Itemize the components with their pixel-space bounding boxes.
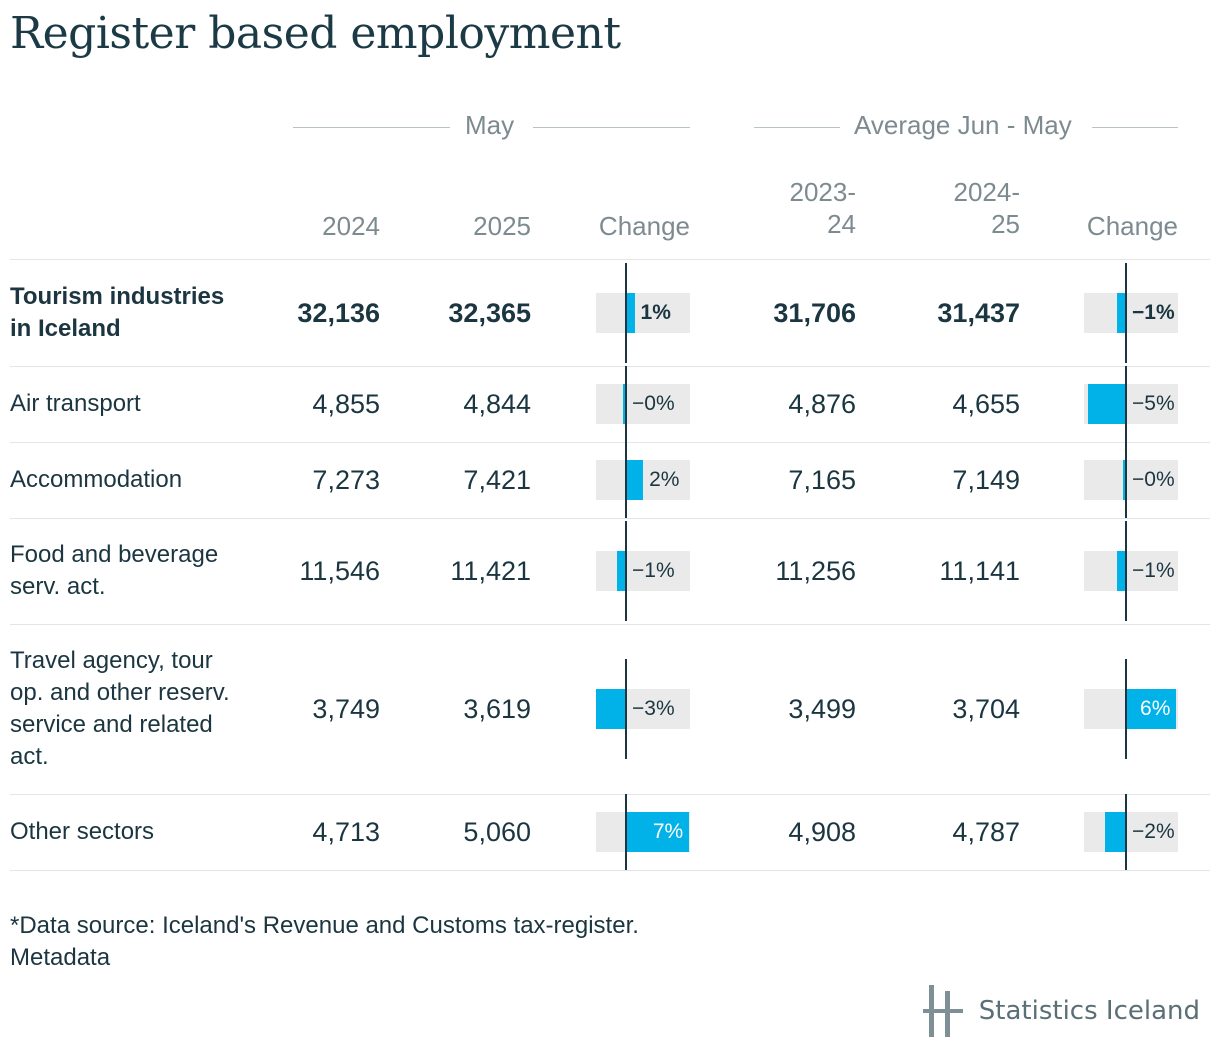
change-bar-avg (1104, 812, 1126, 852)
change-axis-avg (1125, 442, 1127, 518)
col-header-avg-2023-24: 2023- 24 (789, 177, 857, 239)
change-bar-avg (1126, 689, 1177, 729)
page-title: Register based employment (10, 8, 621, 59)
group-label-may: May (465, 110, 515, 140)
group-label-average: Average Jun - May (854, 110, 1072, 140)
change-label-may: −0% (632, 392, 675, 415)
cell-may-2024: 32,136 (297, 297, 380, 328)
change-bar-track-may (596, 293, 690, 333)
row-label: Other sectors (10, 818, 155, 845)
cell-may-2024: 4,855 (312, 388, 380, 419)
change-bar-track-may (596, 384, 690, 424)
change-label-avg: −5% (1132, 392, 1175, 415)
cell-may-2024: 7,273 (312, 464, 380, 495)
group-rule-average-right (1092, 127, 1178, 128)
cell-avg-2324: 11,256 (775, 555, 856, 586)
change-label-may: −1% (632, 559, 675, 582)
cell-avg-2425: 4,787 (952, 816, 1020, 847)
change-label-may: −3% (632, 697, 675, 720)
change-bar-track-avg (1084, 812, 1178, 852)
cell-may-2025: 4,844 (463, 388, 531, 419)
col-header-avg-2024-25: 2024- 25 (953, 177, 1021, 239)
table-divider (10, 259, 1210, 260)
cell-avg-2425: 3,704 (952, 693, 1020, 724)
change-axis-may (625, 366, 627, 442)
change-bar-may (626, 812, 690, 852)
change-axis-avg (1125, 521, 1127, 621)
change-bar-track-may (596, 551, 690, 591)
cell-may-2024: 4,713 (312, 816, 380, 847)
group-rule-may-right (533, 127, 690, 128)
cell-avg-2324: 31,706 (773, 297, 856, 328)
change-label-avg: −0% (1132, 468, 1175, 491)
table-divider (10, 518, 1210, 519)
col-header-avg-change: Change (1086, 211, 1178, 241)
col-header-may-2024: 2024 (322, 211, 380, 241)
cell-may-2025: 5,060 (463, 816, 531, 847)
cell-avg-2425: 11,141 (939, 555, 1020, 586)
row-label: Travel agency, tour op. and other reserv… (10, 647, 230, 770)
change-label-avg: −2% (1132, 820, 1175, 843)
change-label-avg: −1% (1132, 301, 1175, 324)
footnote: *Data source: Iceland's Revenue and Cust… (10, 910, 639, 974)
change-axis-avg (1125, 794, 1127, 870)
cell-avg-2324: 4,908 (788, 816, 856, 847)
row-label: Tourism industries in Iceland (10, 283, 225, 342)
change-bar-avg (1117, 293, 1126, 333)
change-bar-may (616, 551, 626, 591)
change-bar-track-avg (1084, 293, 1178, 333)
group-rule-may-left (293, 127, 450, 128)
cell-avg-2324: 7,165 (788, 464, 856, 495)
change-bar-track-avg (1084, 460, 1178, 500)
change-bar-avg (1117, 551, 1126, 591)
cell-avg-2324: 3,499 (788, 693, 856, 724)
change-bar-avg (1123, 460, 1126, 500)
change-axis-may (625, 263, 627, 363)
change-bar-may (623, 384, 626, 424)
cell-avg-2425: 31,437 (937, 297, 1020, 328)
change-bar-avg (1087, 384, 1126, 424)
change-axis-avg (1125, 659, 1127, 759)
change-axis-may (625, 794, 627, 870)
change-axis-may (625, 521, 627, 621)
col-header-may-change: Change (598, 211, 690, 241)
cell-may-2025: 3,619 (463, 693, 531, 724)
statistics-iceland-logo-icon (922, 985, 963, 1037)
change-axis-may (625, 442, 627, 518)
change-bar-may (596, 689, 626, 729)
change-bar-may (626, 293, 635, 333)
table-divider (10, 442, 1210, 443)
table-divider (10, 870, 1210, 871)
col-header-may-2025: 2025 (473, 211, 531, 241)
cell-avg-2324: 4,876 (788, 388, 856, 419)
change-label-avg: −1% (1132, 559, 1175, 582)
table-divider (10, 794, 1210, 795)
row-label: Food and beverage serv. act. (10, 541, 219, 600)
statistics-iceland-logo: Statistics Iceland (922, 985, 1200, 1037)
cell-avg-2425: 4,655 (952, 388, 1020, 419)
change-axis-avg (1125, 263, 1127, 363)
cell-avg-2425: 7,149 (952, 464, 1020, 495)
metadata-link[interactable]: Metadata (10, 944, 111, 971)
cell-may-2024: 11,546 (299, 555, 380, 586)
change-label-avg: 6% (1140, 697, 1171, 720)
logo-text: Statistics Iceland (978, 996, 1200, 1026)
row-label: Accommodation (10, 466, 183, 493)
data-source-note: *Data source: Iceland's Revenue and Cust… (10, 912, 639, 939)
table-divider (10, 624, 1210, 625)
change-axis-may (625, 659, 627, 759)
cell-may-2025: 32,365 (448, 297, 531, 328)
change-bar-may (626, 460, 644, 500)
cell-may-2025: 7,421 (463, 464, 531, 495)
table-divider (10, 366, 1210, 367)
cell-may-2025: 11,421 (450, 555, 531, 586)
change-axis-avg (1125, 366, 1127, 442)
row-label: Air transport (10, 390, 141, 417)
group-rule-average-left (754, 127, 840, 128)
change-label-may: 7% (652, 820, 684, 843)
change-label-may: 2% (649, 468, 680, 491)
cell-may-2024: 3,749 (312, 693, 380, 724)
change-bar-track-avg (1084, 551, 1178, 591)
change-label-may: 1% (640, 301, 671, 324)
